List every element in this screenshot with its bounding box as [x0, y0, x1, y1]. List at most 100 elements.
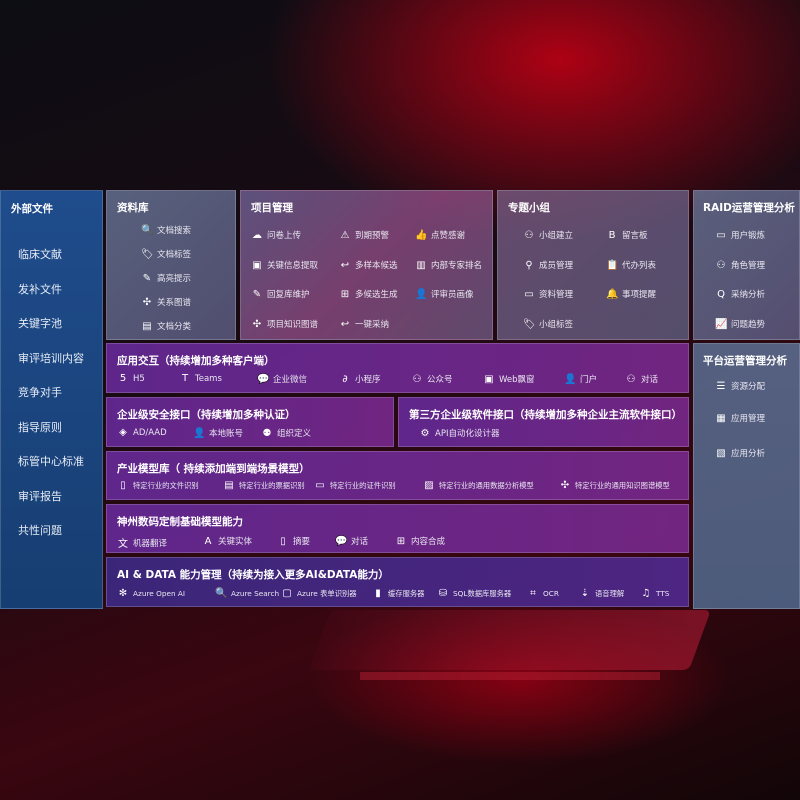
- group-item[interactable]: B 留言板: [606, 229, 648, 242]
- item-label: 小组建立: [539, 231, 574, 241]
- item-label: 门户: [580, 375, 598, 385]
- external-file-item[interactable]: 共性问题: [18, 524, 62, 537]
- external-file-item[interactable]: 指导原则: [18, 420, 62, 434]
- external-file-item[interactable]: 审评培训内容: [18, 351, 84, 365]
- group-item[interactable]: ⚲ 成员管理: [523, 259, 573, 272]
- library-item[interactable]: ✣ 关系图谱: [141, 296, 191, 309]
- ai-item[interactable]: ⌗ OCR: [527, 588, 559, 599]
- group-item[interactable]: 🏷 小组标签: [523, 318, 574, 331]
- ranking-icon: ▥: [416, 259, 426, 271]
- external-file-item[interactable]: 临床文献: [18, 248, 62, 261]
- item-label: 机器翻译: [133, 538, 168, 549]
- industry-item[interactable]: ▭ 特定行业的证件识别: [314, 480, 395, 491]
- users-icon: ⚇: [716, 259, 726, 271]
- trend-icon: 📈: [715, 318, 728, 330]
- chat-users-icon: ⚇: [626, 373, 636, 385]
- library-item[interactable]: ▤ 文档分类: [141, 320, 191, 333]
- external-file-item[interactable]: 竞争对手: [18, 386, 62, 399]
- item-label: 资料管理: [539, 290, 574, 300]
- raid-item[interactable]: ⚇ 角色管理: [715, 259, 766, 272]
- base-item[interactable]: A 关键实体: [202, 535, 252, 548]
- external-file-item[interactable]: 发补文件: [18, 282, 62, 296]
- base-model-panel: 神州数码定制基础模型能力文机器翻译 A 关键实体 ▯ 摘要 💬 对话 ⊞ 内容合成: [106, 504, 689, 553]
- industry-item[interactable]: ▤ 特定行业的票据识别: [223, 480, 304, 491]
- base-item[interactable]: ▯ 摘要: [277, 535, 311, 548]
- raid-item[interactable]: Q 采纳分析: [715, 288, 765, 301]
- item-label: 对话: [641, 375, 659, 385]
- app-item[interactable]: ▣ Web飘窗: [483, 373, 534, 386]
- library-item[interactable]: ✎ 高亮提示: [141, 272, 191, 285]
- item-label: TTS: [656, 589, 670, 598]
- platform-item[interactable]: ☰ 资源分配: [715, 380, 766, 393]
- ai-item[interactable]: ⇣ 语音理解: [579, 588, 624, 599]
- app-item[interactable]: 💬 企业微信: [257, 373, 308, 386]
- base-item[interactable]: 💬 对话: [335, 535, 368, 548]
- app-item[interactable]: ⚇ 对话: [625, 373, 659, 386]
- industry-model-panel: 产业模型库（ 持续添加端到端场景模型） ▯ 特定行业的文件识别 ▤ 特定行业的票据识别 ▭…: [106, 451, 689, 500]
- security-interface-panel: 企业级安全接口（持续增加多种认证） ◈ AD/AAD 👤 本地账号 ⚉ 组织定义: [106, 397, 394, 447]
- item-label: 文档标签: [157, 250, 192, 260]
- raid-item[interactable]: ▭ 用户锻炼: [715, 229, 765, 242]
- ai-item[interactable]: ✻ Azure Open AI: [117, 588, 185, 599]
- group-item[interactable]: 📋 代办列表: [606, 259, 656, 272]
- industry-item[interactable]: ✣ 特定行业的通用知识图谱模型: [559, 480, 670, 491]
- project-item[interactable]: ☁ 问卷上传: [251, 229, 301, 242]
- library-item[interactable]: 🔍 文档搜索: [141, 224, 191, 237]
- industry-item[interactable]: ▨ 特定行业的通用数据分析模型: [423, 480, 534, 491]
- item-label: 小组标签: [539, 320, 574, 330]
- project-item[interactable]: ✎ 回复库维护: [251, 288, 310, 301]
- app-item[interactable]: 👤 门户: [564, 373, 598, 386]
- project-item[interactable]: ↩ 多样本候选: [339, 259, 398, 272]
- app-item[interactable]: ∂ 小程序: [339, 373, 380, 386]
- item-label: 企业微信: [273, 375, 308, 385]
- ocr-icon: ⌗: [530, 588, 536, 599]
- graph-icon: ✣: [142, 296, 152, 308]
- group-item[interactable]: ▭ 资料管理: [523, 288, 574, 301]
- base-item[interactable]: 文机器翻译: [117, 535, 168, 551]
- panel-title: 专题小组: [508, 202, 550, 214]
- group-item[interactable]: ⚇ 小组建立: [523, 229, 574, 242]
- project-item[interactable]: ⊞ 多候选生成: [339, 288, 398, 301]
- panel-title: 外部文件: [11, 203, 53, 215]
- user-icon: 👤: [193, 427, 206, 439]
- id-card-icon: ▭: [716, 229, 726, 241]
- ai-item[interactable]: 🔍 Azure Search: [215, 588, 279, 599]
- ai-item[interactable]: ♫ TTS: [640, 588, 670, 599]
- raid-item[interactable]: 📈 问题趋势: [715, 318, 765, 331]
- ai-item[interactable]: ▢ Azure 表单识别器: [281, 588, 356, 599]
- project-item[interactable]: ▥ 内部专家排名: [415, 259, 482, 272]
- qa-icon: Q: [717, 288, 725, 300]
- platform-item[interactable]: ▧ 应用分析: [715, 447, 765, 460]
- project-item[interactable]: ↩ 一键采纳: [339, 318, 389, 331]
- item-label: 组织定义: [277, 429, 312, 439]
- external-file-item[interactable]: 关键字池: [18, 317, 62, 330]
- external-file-item[interactable]: 标管中心标准: [18, 455, 84, 468]
- ai-item[interactable]: ▮ 缓存服务器: [372, 588, 424, 599]
- item-label: 摘要: [293, 537, 311, 547]
- project-item[interactable]: 👍 点赞感谢: [415, 229, 465, 242]
- teams-icon: T: [181, 373, 189, 384]
- thirdparty-item[interactable]: ⚙ API自动化设计器: [419, 427, 500, 440]
- ai-item[interactable]: ⛁ SQL数据库服务器: [437, 588, 511, 599]
- project-item[interactable]: ✣ 项目知识图谱: [251, 318, 319, 331]
- mini-program-icon: ∂: [342, 373, 348, 385]
- group-item[interactable]: 🔔 事项提醒: [606, 288, 656, 301]
- panel-title: 企业级安全接口（持续增加多种认证）: [117, 409, 296, 421]
- library-item[interactable]: 🏷 文档标签: [141, 248, 192, 261]
- project-item[interactable]: 👤 评审员画像: [415, 288, 474, 301]
- security-item[interactable]: ⚉ 组织定义: [261, 427, 312, 440]
- app-item[interactable]: 5 H5: [117, 373, 145, 384]
- security-item[interactable]: 👤 本地账号: [193, 427, 243, 440]
- base-item[interactable]: ⊞ 内容合成: [395, 535, 445, 548]
- item-label: 项目知识图谱: [267, 320, 319, 330]
- security-item[interactable]: ◈ AD/AAD: [117, 427, 167, 438]
- project-item[interactable]: ▣ 关键信息提取: [251, 259, 318, 272]
- tts-icon: ♫: [641, 588, 651, 599]
- app-item[interactable]: T Teams: [179, 373, 222, 384]
- external-file-item[interactable]: 审评报告: [18, 489, 62, 503]
- project-item[interactable]: ⚠ 到期预警: [339, 229, 390, 242]
- platform-item[interactable]: ▦ 应用管理: [715, 412, 765, 425]
- app-item[interactable]: ⚇ 公众号: [411, 373, 453, 386]
- industry-item[interactable]: ▯ 特定行业的文件识别: [117, 480, 198, 491]
- panel-title: 神州数码定制基础模型能力: [117, 516, 243, 528]
